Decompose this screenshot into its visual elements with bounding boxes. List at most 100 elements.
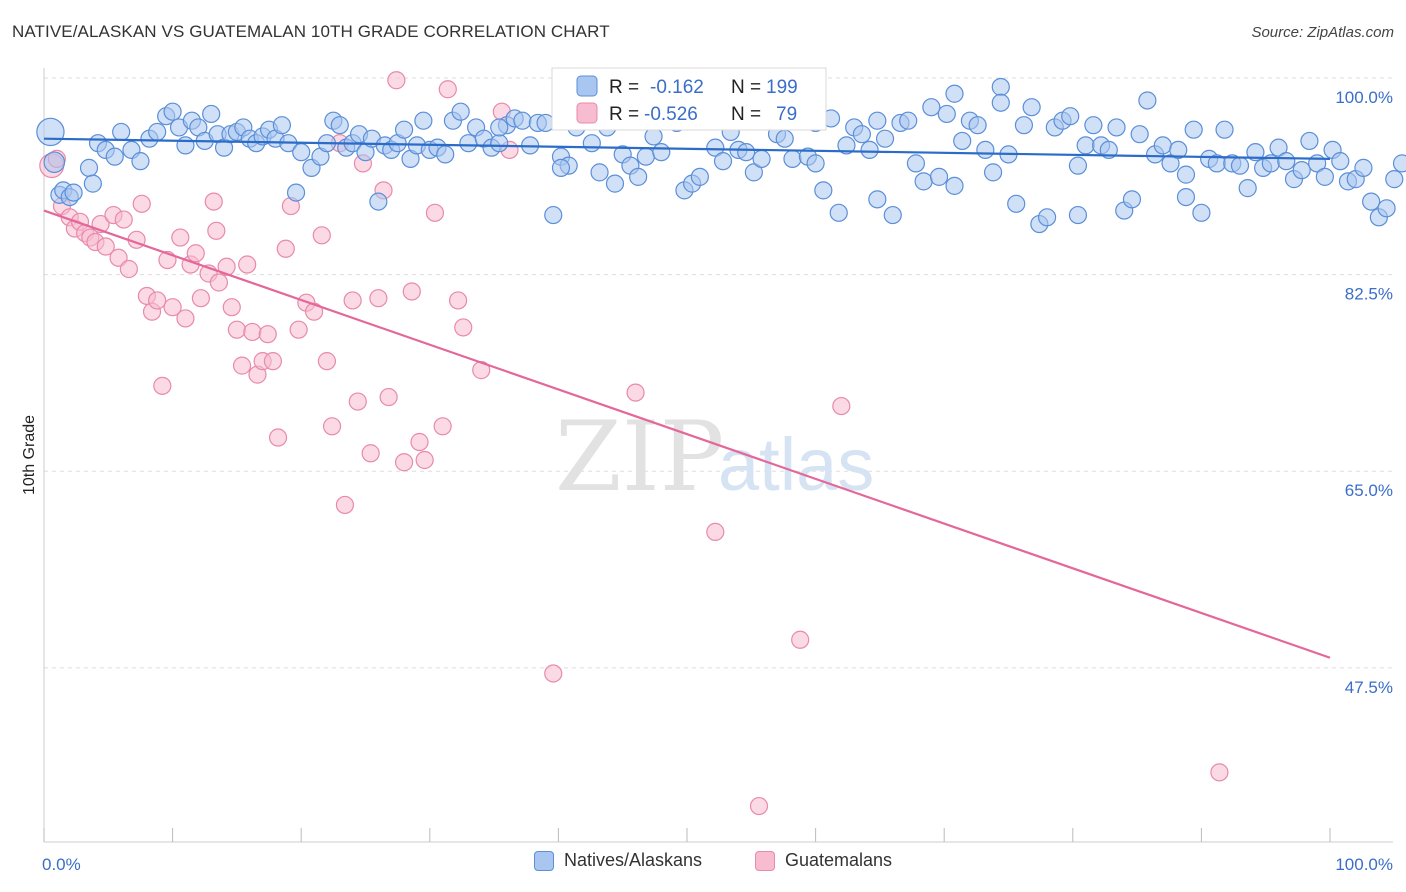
- natives-alaskans-point-110: [837, 136, 856, 155]
- natives-alaskans-point-162: [1238, 179, 1257, 198]
- legend-swatch-blue: [576, 75, 598, 97]
- guatemalans-point-77: [832, 396, 851, 416]
- natives-alaskans-point-121: [922, 98, 941, 117]
- natives-alaskans-point-134: [1022, 98, 1041, 117]
- natives-alaskans-point-128: [976, 140, 995, 160]
- guatemalans-point-46: [304, 302, 324, 321]
- natives-alaskans-point-129: [983, 163, 1003, 182]
- guatemalans-point-60: [394, 453, 414, 472]
- guatemalans-point-10: [96, 237, 115, 256]
- guatemalans-point-63: [415, 450, 434, 470]
- guatemalans-point-30: [209, 273, 228, 292]
- legend-swatch-guatemalans: [755, 850, 775, 871]
- natives-alaskans-point-13: [131, 152, 150, 171]
- natives-alaskans-point-120: [914, 172, 933, 191]
- legend-n-label-2: N =: [731, 104, 761, 125]
- x-tick-label-0: 0.0%: [42, 855, 81, 874]
- natives-alaskans-point-118: [899, 111, 918, 130]
- natives-alaskans-point-15: [148, 122, 167, 142]
- y-tick-label-0: 47.5%: [1345, 678, 1393, 697]
- legend-item-guatemalans[interactable]: Guatemalans: [755, 850, 892, 871]
- natives-alaskans-point-71: [536, 113, 555, 133]
- natives-alaskans-point-98: [744, 163, 763, 182]
- natives-alaskans-point-107: [814, 181, 833, 200]
- y-tick-label-3: 100.0%: [1335, 88, 1393, 107]
- natives-alaskans-point-147: [1122, 190, 1142, 209]
- natives-alaskans-point-189: [737, 143, 756, 162]
- natives-alaskans-point-36: [286, 183, 306, 202]
- guatemalans-point-76: [791, 630, 810, 649]
- natives-alaskans-point-5: [64, 183, 83, 202]
- y-tick-labels: 47.5% 65.0% 82.5% 100.0%: [1335, 88, 1393, 697]
- natives-alaskans-point-174: [1331, 152, 1350, 171]
- guatemalans-point-14: [119, 259, 138, 279]
- natives-alaskans-point-185: [945, 176, 964, 195]
- guatemalans-point-68: [454, 318, 473, 337]
- natives-alaskans-point-77: [582, 134, 601, 153]
- natives-alaskans-point-183: [1176, 187, 1196, 207]
- natives-alaskans-point-142: [1084, 116, 1103, 135]
- guatemalans-point-47: [312, 226, 331, 245]
- guatemalans-point-29: [204, 192, 223, 211]
- legend-swatch-pink: [576, 102, 598, 124]
- natives-alaskans-point-191: [991, 93, 1010, 112]
- natives-alaskans-point-6: [79, 158, 99, 177]
- guatemalans-point-65: [433, 417, 452, 436]
- legend-item-natives-alaskans[interactable]: Natives/Alaskans: [534, 850, 702, 871]
- trend-lines: [43, 137, 1331, 659]
- natives-alaskans-point-60: [451, 102, 470, 121]
- natives-alaskans-point-37: [292, 143, 311, 162]
- natives-alaskans-point-177: [1354, 158, 1373, 177]
- natives-alaskans-point-119: [906, 154, 926, 173]
- guatemalans-point-49: [322, 417, 342, 436]
- legend-r-label-1: R =: [609, 77, 639, 98]
- natives-alaskans-point-190: [868, 111, 887, 130]
- natives-alaskans-point-130: [991, 77, 1010, 97]
- guatemalans-point-35: [238, 255, 257, 274]
- natives-alaskans-point-188: [490, 118, 509, 137]
- natives-alaskans-point-65: [490, 134, 509, 153]
- natives-alaskans-point-19: [176, 136, 195, 155]
- natives-alaskans-point-149: [1138, 91, 1157, 110]
- natives-alaskans-point-68: [513, 111, 532, 130]
- natives-alaskans-point-186: [806, 154, 825, 173]
- natives-alaskans-point-152: [1161, 154, 1180, 173]
- natives-alaskans-point-141: [1076, 136, 1095, 155]
- guatemalans-point-42: [276, 239, 295, 258]
- legend-n-value-1: 199: [766, 77, 798, 98]
- natives-alaskans-point-140: [1068, 156, 1088, 175]
- natives-alaskans-point-187: [551, 158, 571, 177]
- series-legend: Natives/Alaskans Guatemalans: [0, 850, 1406, 880]
- natives-alaskans-point-11: [112, 122, 131, 142]
- natives-alaskans-point-153: [1169, 140, 1188, 160]
- natives-alaskans-point-184: [1068, 205, 1088, 225]
- legend-r-label-2: R =: [609, 104, 639, 125]
- natives-alaskans-point-155: [1184, 120, 1203, 139]
- guatemalans-point-23: [171, 228, 190, 247]
- natives-alaskans-point-167: [1277, 152, 1296, 171]
- natives-alaskans-point-10: [105, 147, 124, 166]
- natives-alaskans-point-42: [330, 116, 349, 135]
- natives-alaskans-point-94: [713, 152, 733, 171]
- guatemalans-point-64: [425, 203, 445, 222]
- guatemalans-point-78: [1210, 763, 1229, 782]
- guatemalans-point-39: [258, 325, 277, 344]
- natives-alaskans-point-0: [36, 117, 65, 147]
- natives-alaskans-point-123: [937, 104, 956, 124]
- guatemalans-point-61: [402, 282, 421, 301]
- natives-alaskans-point-72: [544, 205, 563, 225]
- legend-swatch-natives-alaskans: [534, 850, 554, 871]
- natives-alaskans-point-114: [868, 190, 887, 209]
- natives-alaskans-point-91: [690, 167, 709, 186]
- natives-alaskans-point-178: [1362, 192, 1381, 211]
- legend-n-label-1: N =: [731, 77, 761, 98]
- guatemalans-point-58: [379, 387, 398, 407]
- guatemalans-point-55: [361, 444, 380, 463]
- natives-alaskans-point-78: [590, 163, 609, 182]
- natives-alaskans-point-124: [945, 84, 964, 103]
- legend-label-natives-alaskans: Natives/Alaskans: [564, 850, 703, 870]
- natives-alaskans-point-145: [1107, 118, 1126, 137]
- legend-r-value-2: -0.526: [644, 104, 698, 125]
- guatemalans-point-48: [317, 352, 337, 371]
- natives-alaskans-point-99: [752, 149, 771, 168]
